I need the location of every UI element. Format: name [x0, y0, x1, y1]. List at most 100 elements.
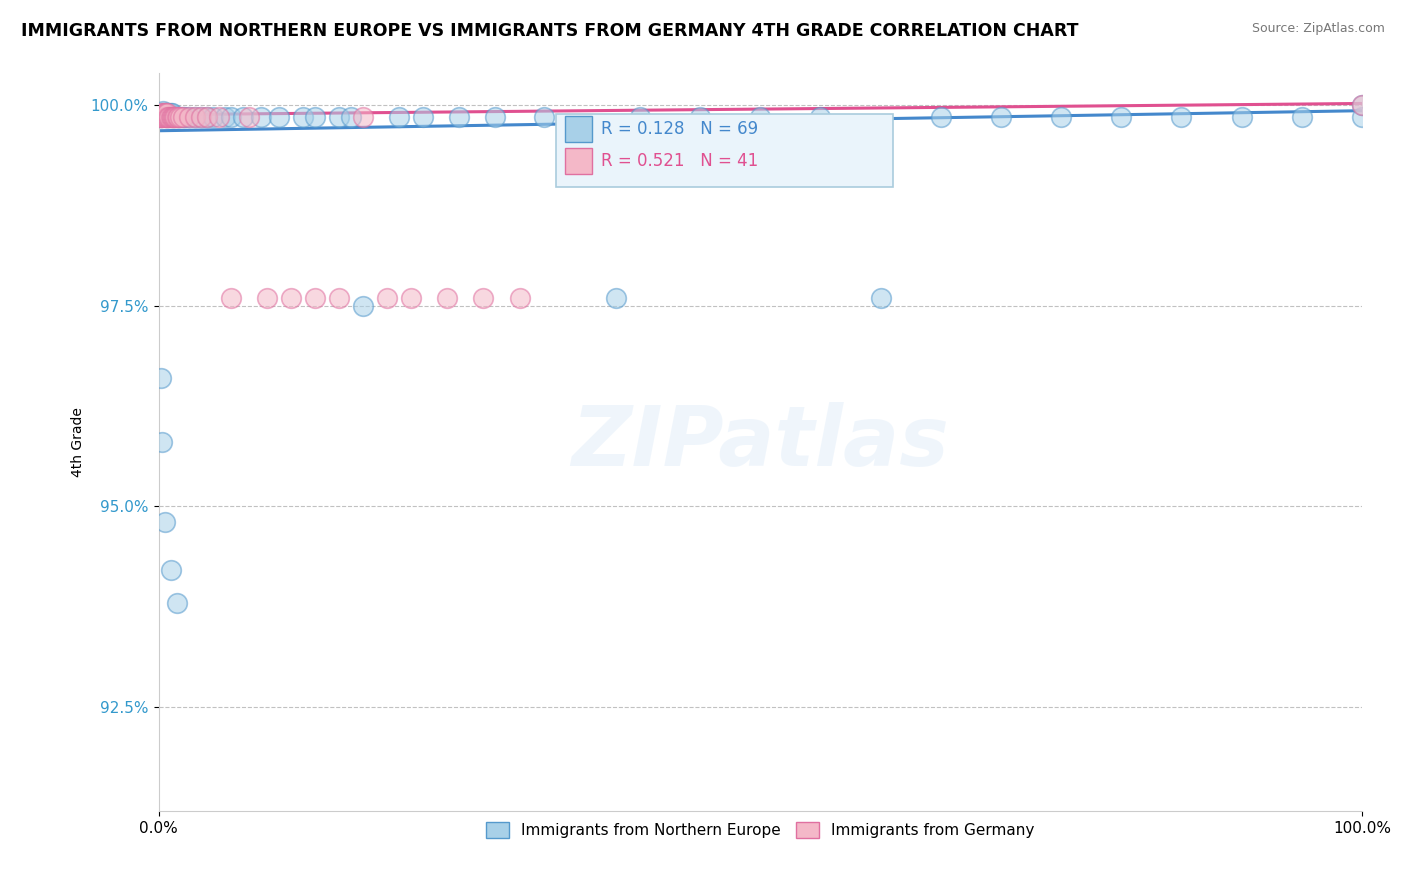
Point [304, 110, 326, 124]
Point [1050, 110, 1073, 124]
Point [177, 110, 200, 124]
FancyBboxPatch shape [565, 148, 592, 174]
Point [628, 110, 651, 124]
Text: Source: ZipAtlas.com: Source: ZipAtlas.com [1251, 22, 1385, 36]
Point [163, 110, 186, 124]
Point [174, 110, 197, 124]
Point [150, 106, 173, 120]
Point [340, 110, 363, 124]
Point [1170, 110, 1192, 124]
Y-axis label: 4th Grade: 4th Grade [72, 407, 86, 477]
Point [1351, 98, 1374, 112]
Point [150, 435, 173, 450]
Point [219, 110, 242, 124]
Point [165, 110, 187, 124]
Point [605, 291, 627, 305]
Point [159, 110, 181, 124]
Point [165, 110, 187, 124]
Point [149, 110, 172, 124]
Point [810, 110, 832, 124]
Point [149, 110, 172, 124]
Point [214, 110, 236, 124]
Point [162, 110, 184, 124]
Point [166, 110, 188, 124]
Point [160, 110, 183, 124]
Point [160, 110, 183, 124]
Point [153, 516, 176, 530]
Point [149, 371, 172, 385]
Point [159, 106, 181, 120]
Text: IMMIGRANTS FROM NORTHERN EUROPE VS IMMIGRANTS FROM GERMANY 4TH GRADE CORRELATION: IMMIGRANTS FROM NORTHERN EUROPE VS IMMIG… [21, 22, 1078, 40]
Point [201, 110, 224, 124]
Point [149, 110, 172, 124]
Point [267, 110, 290, 124]
Point [157, 106, 180, 120]
Point [152, 106, 174, 120]
Point [153, 106, 176, 120]
Text: R = 0.521   N = 41: R = 0.521 N = 41 [602, 153, 759, 170]
Point [157, 110, 180, 124]
Point [689, 110, 711, 124]
Point [291, 110, 314, 124]
Point [172, 110, 194, 124]
Point [238, 110, 260, 124]
Point [749, 110, 772, 124]
Point [152, 108, 174, 122]
Point [156, 110, 179, 124]
Point [155, 110, 177, 124]
Point [166, 110, 188, 124]
Point [280, 291, 302, 305]
Point [160, 106, 183, 120]
Point [1351, 98, 1374, 112]
Point [1291, 110, 1313, 124]
Point [166, 110, 188, 124]
Point [172, 110, 194, 124]
Point [990, 110, 1012, 124]
Point [256, 291, 278, 305]
Point [449, 110, 471, 124]
Point [162, 110, 184, 124]
Point [155, 106, 177, 120]
Point [159, 110, 181, 124]
Point [190, 110, 212, 124]
Point [929, 110, 952, 124]
Point [156, 110, 179, 124]
Point [150, 110, 173, 124]
Point [1230, 110, 1253, 124]
Point [1111, 110, 1133, 124]
Point [153, 110, 176, 124]
Point [509, 291, 531, 305]
Point [195, 110, 218, 124]
Point [484, 110, 506, 124]
Point [190, 110, 212, 124]
Point [304, 291, 326, 305]
Point [157, 110, 180, 124]
Point [328, 291, 350, 305]
Point [167, 110, 190, 124]
Point [157, 110, 180, 124]
Point [155, 110, 177, 124]
Point [156, 106, 179, 120]
Point [195, 110, 218, 124]
Point [375, 291, 398, 305]
Point [869, 291, 891, 305]
Point [250, 110, 273, 124]
Point [166, 596, 188, 610]
Point [155, 106, 177, 120]
Point [219, 291, 242, 305]
Point [152, 104, 174, 119]
Point [436, 291, 458, 305]
Point [153, 110, 176, 124]
Point [388, 110, 411, 124]
Point [169, 110, 191, 124]
Point [352, 110, 374, 124]
Point [328, 110, 350, 124]
Point [183, 110, 205, 124]
Point [533, 110, 555, 124]
Legend: Immigrants from Northern Europe, Immigrants from Germany: Immigrants from Northern Europe, Immigra… [479, 816, 1040, 844]
Point [208, 110, 231, 124]
FancyBboxPatch shape [555, 113, 893, 187]
Point [177, 110, 200, 124]
Point [149, 110, 172, 124]
Point [157, 106, 180, 120]
